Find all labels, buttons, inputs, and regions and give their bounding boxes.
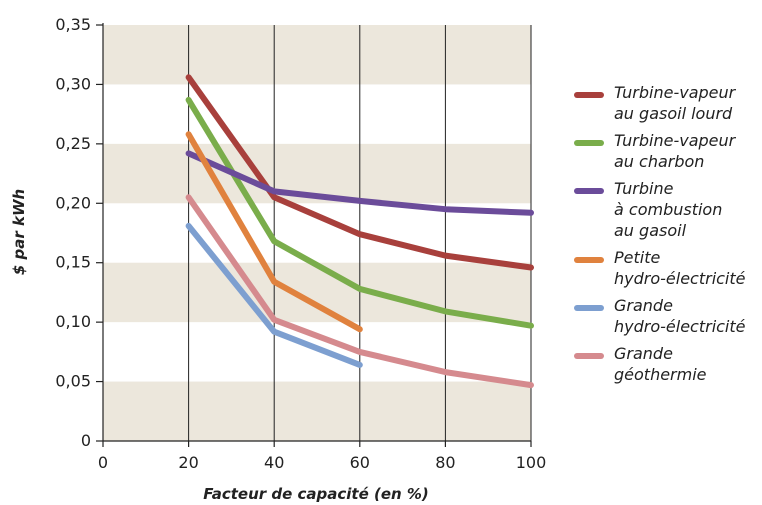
y-tick-label: 0,25 xyxy=(55,134,91,153)
legend-label: Turbine à combustion au gasoil xyxy=(614,179,723,240)
series-line xyxy=(185,222,363,368)
x-axis-ticks: 0 20 40 60 80 100 xyxy=(98,441,546,472)
legend-swatch xyxy=(574,305,604,311)
background-band xyxy=(103,25,531,85)
legend-item: Grande géothermie xyxy=(574,343,760,385)
legend-label: Petite hydro-électricité xyxy=(614,248,746,288)
series-line xyxy=(185,131,363,333)
y-tick-label: 0,35 xyxy=(55,15,91,34)
y-tick-label: 0,20 xyxy=(55,193,91,212)
y-tick-label: 0,10 xyxy=(55,312,91,331)
x-tick-label: 40 xyxy=(264,453,284,472)
legend-swatch xyxy=(574,92,604,98)
legend-swatch xyxy=(574,188,604,194)
y-tick-label: 0,15 xyxy=(55,253,91,272)
background-band xyxy=(103,381,531,441)
x-tick-label: 100 xyxy=(516,453,547,472)
y-tick-label: 0 xyxy=(81,431,91,450)
legend-swatch xyxy=(574,257,604,263)
y-axis-ticks: 0 0,05 0,10 0,15 0,20 0,25 0,30 0,35 xyxy=(55,15,103,450)
y-tick-label: 0,05 xyxy=(55,372,91,391)
legend-label: Grande hydro-électricité xyxy=(614,296,746,336)
y-axis-title: $ par kWh xyxy=(10,189,28,275)
series-line xyxy=(185,96,534,329)
vertical-gridlines xyxy=(188,25,532,441)
background-bands xyxy=(103,25,531,441)
axes xyxy=(102,23,531,442)
x-tick-label: 20 xyxy=(178,453,198,472)
legend-item: Turbine-vapeur au charbon xyxy=(574,130,760,172)
x-tick-label: 80 xyxy=(435,453,455,472)
y-tick-label: 0,30 xyxy=(55,74,91,93)
legend-swatch xyxy=(574,353,604,359)
series-line xyxy=(185,194,534,389)
x-axis-title: Facteur de capacité (en %) xyxy=(203,485,429,503)
x-tick-label: 60 xyxy=(350,453,370,472)
legend: Turbine-vapeur au gasoil lourd Turbine-va… xyxy=(574,82,760,391)
legend-label: Turbine-vapeur au charbon xyxy=(614,131,736,171)
legend-item: Petite hydro-électricité xyxy=(574,247,760,289)
x-tick-label: 0 xyxy=(98,453,108,472)
legend-label: Grande géothermie xyxy=(614,344,707,384)
series-line xyxy=(185,74,534,271)
legend-item: Grande hydro-électricité xyxy=(574,295,760,337)
series-line xyxy=(185,150,534,216)
legend-item: Turbine à combustion au gasoil xyxy=(574,178,760,241)
legend-swatch xyxy=(574,140,604,146)
legend-label: Turbine-vapeur au gasoil lourd xyxy=(614,83,736,123)
series-lines xyxy=(185,74,534,389)
legend-item: Turbine-vapeur au gasoil lourd xyxy=(574,82,760,124)
